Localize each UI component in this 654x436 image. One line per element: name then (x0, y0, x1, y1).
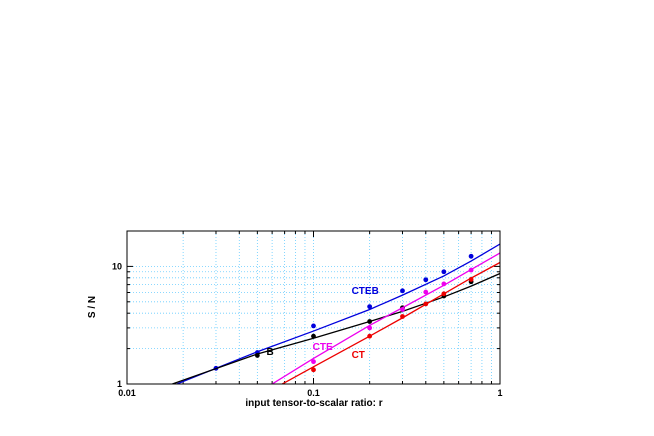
y-tick-label: 1 (117, 379, 122, 389)
plot-frame (126, 230, 501, 385)
data-point-cte (367, 325, 373, 331)
data-point-cteb (423, 277, 429, 283)
data-point-ct (400, 314, 405, 319)
data-point-cteb (468, 253, 474, 259)
data-point-cte (441, 281, 447, 287)
data-point-cteb (441, 269, 447, 275)
series-label-cteb: CTEB (352, 286, 379, 297)
data-point-cteb (367, 304, 373, 310)
data-point-cte (400, 307, 405, 312)
x-tick-label: 1 (497, 388, 502, 398)
data-point-cte (468, 267, 474, 273)
series-label-ct: CT (352, 350, 365, 361)
data-point-b (367, 319, 373, 324)
annotation-layer: CTEB B CTE CT (267, 286, 379, 361)
x-tick-label: 0.1 (307, 388, 320, 398)
data-point-ct (367, 333, 373, 339)
data-point-b (311, 333, 316, 339)
x-axis-title: input tensor-to-scalar ratio: r (245, 398, 382, 409)
x-tick-label: 0.01 (118, 388, 136, 398)
data-point-ct (423, 301, 429, 307)
data-point-cteb (400, 288, 405, 294)
data-point-cteb (311, 323, 316, 329)
series-line-cteb (176, 243, 500, 384)
data-point-cte (423, 289, 429, 295)
data-point-ct (311, 367, 316, 373)
data-point-ct (468, 277, 474, 282)
data-point-cte (311, 359, 316, 365)
series-label-cte: CTE (313, 342, 333, 353)
data-point-ct (441, 291, 447, 297)
y-axis-title: S / N (87, 296, 98, 318)
series-layer (172, 243, 500, 384)
y-tick-label: 10 (112, 261, 122, 271)
data-point-b (254, 353, 260, 358)
series-label-b: B (267, 347, 274, 358)
